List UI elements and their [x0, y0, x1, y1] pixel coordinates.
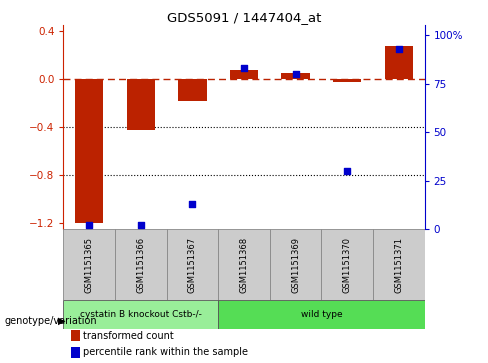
Bar	[127, 79, 155, 130]
Text: genotype/variation: genotype/variation	[5, 316, 98, 326]
Bar	[71, 347, 80, 358]
Text: wild type: wild type	[301, 310, 342, 319]
Point	[292, 71, 300, 77]
Bar	[75, 79, 103, 223]
Point	[137, 222, 145, 228]
Text: GSM1151370: GSM1151370	[343, 237, 352, 293]
Point	[240, 65, 248, 71]
Bar	[166, 229, 218, 300]
Text: GSM1151369: GSM1151369	[291, 237, 300, 293]
Bar	[230, 70, 258, 79]
Point	[343, 168, 351, 174]
Text: GSM1151368: GSM1151368	[240, 237, 248, 293]
Bar	[385, 46, 413, 79]
Point	[85, 222, 93, 228]
Text: GSM1151365: GSM1151365	[85, 237, 94, 293]
Bar	[63, 300, 218, 329]
Bar	[71, 330, 80, 341]
Bar	[218, 300, 425, 329]
Text: transformed count: transformed count	[83, 331, 174, 341]
Text: cystatin B knockout Cstb-/-: cystatin B knockout Cstb-/-	[80, 310, 202, 319]
Text: GSM1151367: GSM1151367	[188, 237, 197, 293]
Point	[395, 46, 403, 52]
Text: percentile rank within the sample: percentile rank within the sample	[83, 347, 248, 357]
Bar	[333, 79, 361, 82]
Text: GSM1151371: GSM1151371	[394, 237, 403, 293]
Bar	[115, 229, 166, 300]
Text: GSM1151366: GSM1151366	[136, 237, 145, 293]
Bar	[373, 229, 425, 300]
Bar	[178, 79, 206, 101]
Bar	[282, 73, 310, 79]
Text: ▶: ▶	[58, 316, 65, 326]
Title: GDS5091 / 1447404_at: GDS5091 / 1447404_at	[167, 11, 321, 24]
Bar	[218, 229, 270, 300]
Point	[188, 201, 196, 207]
Bar	[270, 229, 322, 300]
Bar	[63, 229, 115, 300]
Bar	[322, 229, 373, 300]
